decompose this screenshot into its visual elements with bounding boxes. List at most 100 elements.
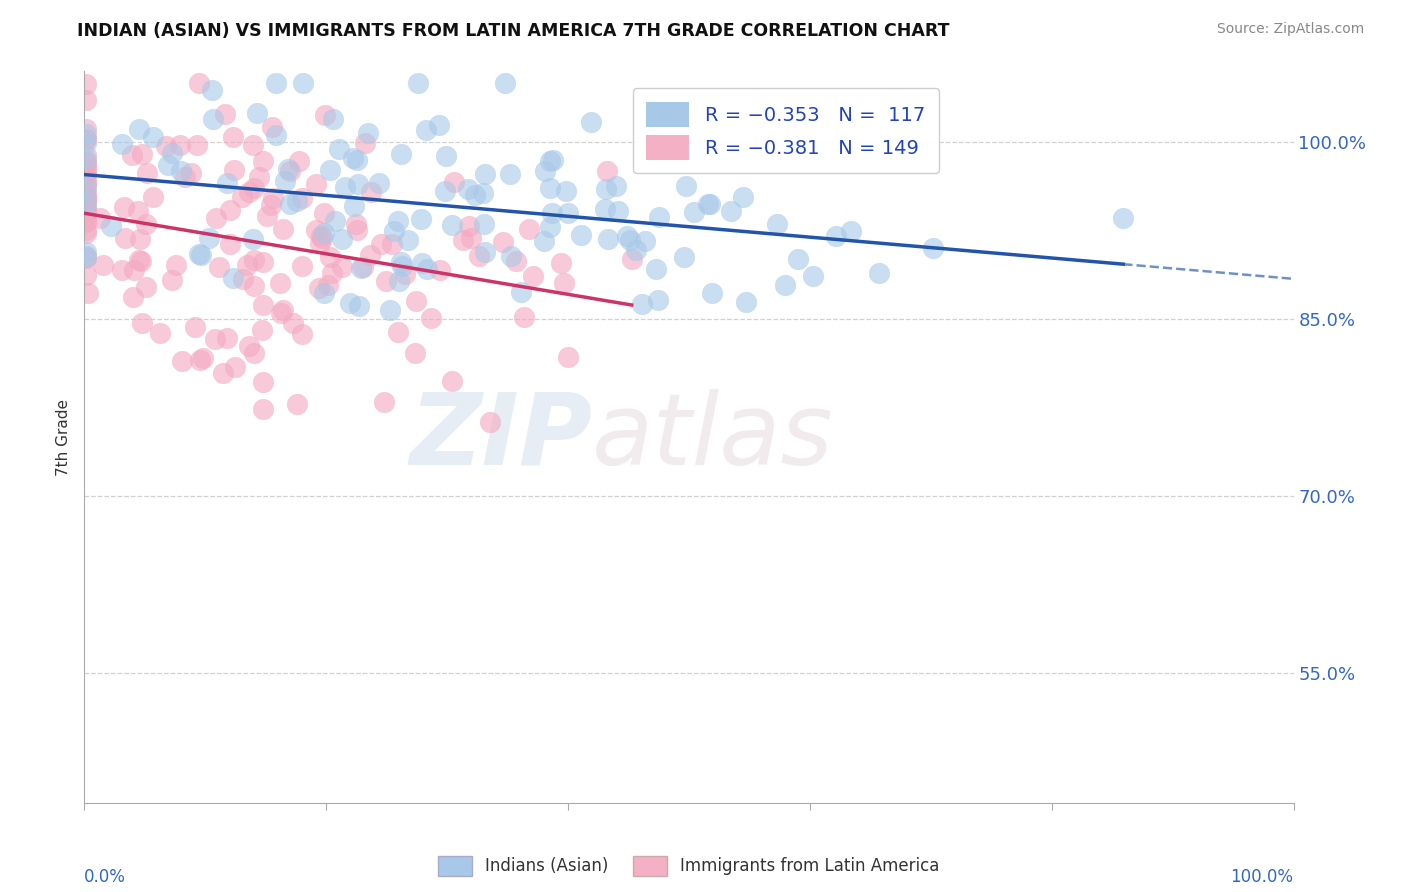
Point bbox=[579, 115, 602, 129]
Point bbox=[247, 170, 270, 185]
Text: 100.0%: 100.0% bbox=[1230, 868, 1294, 886]
Point bbox=[347, 299, 370, 313]
Point bbox=[75, 248, 97, 262]
Point bbox=[75, 166, 97, 180]
Point bbox=[75, 178, 97, 193]
Point bbox=[75, 191, 97, 205]
Point bbox=[187, 247, 209, 261]
Point bbox=[188, 353, 211, 368]
Point bbox=[396, 233, 419, 247]
Point bbox=[616, 228, 638, 243]
Point bbox=[136, 166, 159, 180]
Point bbox=[766, 218, 789, 232]
Point bbox=[75, 188, 97, 202]
Point bbox=[135, 217, 157, 231]
Point bbox=[214, 107, 236, 121]
Point bbox=[342, 151, 364, 165]
Point bbox=[75, 223, 97, 237]
Point bbox=[373, 394, 395, 409]
Point bbox=[291, 326, 314, 341]
Point bbox=[75, 214, 97, 228]
Point bbox=[75, 227, 97, 241]
Point bbox=[193, 351, 215, 366]
Point bbox=[699, 197, 721, 211]
Point bbox=[416, 262, 439, 277]
Point bbox=[271, 221, 294, 235]
Point bbox=[285, 397, 308, 411]
Point bbox=[201, 83, 224, 97]
Point bbox=[517, 222, 540, 236]
Point bbox=[314, 107, 336, 121]
Point bbox=[252, 375, 274, 389]
Point bbox=[328, 142, 350, 156]
Point bbox=[427, 119, 450, 133]
Point bbox=[205, 211, 228, 226]
Point bbox=[322, 112, 344, 126]
Point bbox=[349, 261, 371, 276]
Point bbox=[75, 163, 97, 178]
Point bbox=[335, 180, 357, 194]
Point bbox=[180, 166, 202, 180]
Point bbox=[121, 148, 143, 162]
Point bbox=[75, 93, 97, 107]
Point bbox=[675, 178, 697, 193]
Point bbox=[499, 167, 522, 181]
Text: Source: ZipAtlas.com: Source: ZipAtlas.com bbox=[1216, 22, 1364, 37]
Point bbox=[1112, 211, 1135, 226]
Point bbox=[111, 263, 134, 277]
Point bbox=[75, 127, 97, 141]
Point bbox=[316, 278, 339, 293]
Point bbox=[389, 147, 412, 161]
Point bbox=[433, 184, 456, 198]
Point bbox=[330, 231, 353, 245]
Point bbox=[75, 198, 97, 212]
Point bbox=[595, 164, 617, 178]
Point bbox=[415, 123, 437, 137]
Point bbox=[360, 185, 382, 199]
Point bbox=[624, 244, 647, 258]
Point bbox=[127, 203, 149, 218]
Point bbox=[75, 136, 97, 151]
Point bbox=[801, 268, 824, 283]
Point bbox=[283, 316, 305, 330]
Point bbox=[131, 316, 153, 330]
Point bbox=[720, 204, 742, 219]
Point bbox=[630, 297, 652, 311]
Point bbox=[204, 332, 226, 346]
Point bbox=[593, 202, 616, 216]
Point bbox=[157, 158, 180, 172]
Point bbox=[75, 152, 97, 166]
Point bbox=[124, 263, 146, 277]
Point bbox=[243, 181, 266, 195]
Point bbox=[571, 227, 593, 242]
Point bbox=[441, 374, 464, 388]
Point bbox=[472, 217, 495, 231]
Point bbox=[274, 173, 297, 187]
Text: ZIP: ZIP bbox=[409, 389, 592, 485]
Point bbox=[323, 213, 346, 227]
Point bbox=[75, 268, 97, 282]
Point bbox=[252, 154, 274, 169]
Legend: Indians (Asian), Immigrants from Latin America: Indians (Asian), Immigrants from Latin A… bbox=[432, 850, 946, 882]
Point bbox=[492, 235, 515, 250]
Point bbox=[222, 270, 245, 285]
Point bbox=[672, 251, 695, 265]
Point bbox=[682, 204, 704, 219]
Point bbox=[165, 258, 187, 272]
Point bbox=[330, 260, 353, 274]
Point bbox=[141, 190, 163, 204]
Point bbox=[735, 295, 758, 310]
Point bbox=[394, 267, 416, 281]
Point bbox=[595, 182, 617, 196]
Point bbox=[619, 233, 641, 247]
Point bbox=[645, 261, 668, 276]
Point bbox=[786, 252, 808, 266]
Point bbox=[471, 186, 494, 200]
Point bbox=[75, 122, 97, 136]
Point bbox=[443, 175, 465, 189]
Point bbox=[550, 256, 572, 270]
Point bbox=[868, 266, 890, 280]
Point bbox=[76, 285, 98, 300]
Point bbox=[319, 250, 342, 264]
Point bbox=[354, 136, 377, 150]
